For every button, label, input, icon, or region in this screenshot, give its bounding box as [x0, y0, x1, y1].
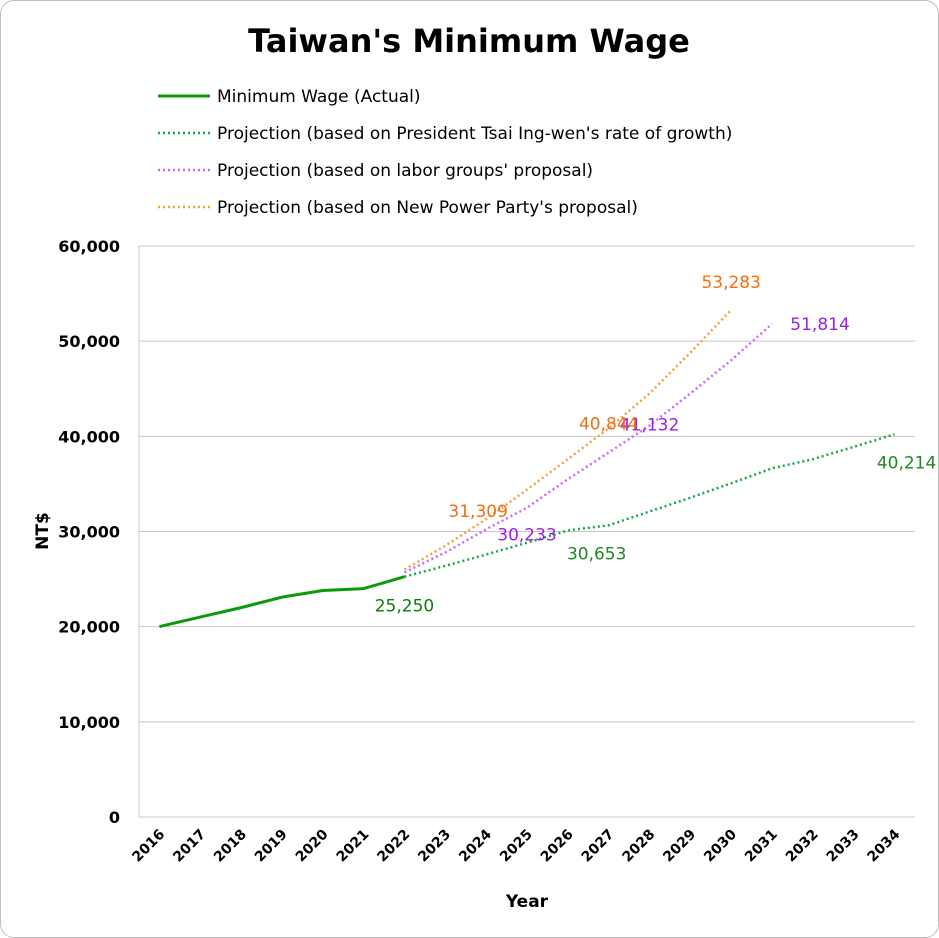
y-tick-label: 60,000	[58, 237, 120, 256]
legend-entry: Minimum Wage (Actual)	[217, 87, 421, 107]
data-label: 25,250	[375, 597, 434, 617]
x-axis-ticks: 2016 2017 2018 2019 2020 2021 2022 2023 2024 2025…	[129, 826, 903, 865]
series-line	[159, 575, 405, 629]
series-line	[403, 309, 733, 571]
x-tick-label: 2034	[865, 826, 904, 865]
x-tick-label: 2016	[129, 827, 168, 866]
x-tick-label: 2017	[170, 827, 209, 866]
x-tick-label: 2022	[374, 827, 413, 866]
y-tick-label: 50,000	[58, 332, 120, 351]
series-lines	[159, 309, 895, 629]
data-label: 51,814	[790, 315, 849, 335]
y-tick-label: 10,000	[58, 713, 120, 732]
legend-entry: Projection (based on New Power Party's p…	[217, 198, 638, 218]
data-label: 40,844	[579, 414, 638, 434]
x-tick-label: 2018	[211, 827, 250, 866]
x-tick-label: 2021	[334, 827, 373, 866]
x-tick-label: 2026	[538, 827, 577, 866]
y-tick-label: 20,000	[58, 618, 120, 637]
x-tick-label: 2033	[824, 827, 863, 866]
data-label: 41,132	[620, 416, 679, 436]
legend-entry: Projection (based on labor groups' propo…	[217, 161, 593, 181]
data-label: 30,653	[567, 544, 626, 564]
y-axis-ticks: 0 10,000 20,000 30,000 40,000 50,000 60,000	[58, 237, 120, 827]
data-label: 30,233	[497, 525, 556, 545]
y-axis-title: NT$	[33, 512, 53, 550]
y-tick-label: 40,000	[58, 427, 120, 446]
x-tick-label: 2020	[293, 826, 332, 865]
x-tick-label: 2024	[456, 826, 495, 865]
data-label: 31,309	[448, 502, 507, 522]
x-tick-label: 2023	[415, 827, 454, 866]
legend: Minimum Wage (Actual) Projection (based o…	[158, 87, 732, 218]
series-line	[404, 433, 895, 578]
data-label: 40,214	[877, 453, 936, 473]
x-tick-label: 2029	[660, 827, 699, 866]
legend-entry: Projection (based on President Tsai Ing-…	[217, 124, 732, 144]
x-axis-title: Year	[505, 892, 549, 912]
x-tick-label: 2030	[701, 826, 740, 865]
x-tick-label: 2028	[619, 827, 658, 866]
x-tick-label: 2027	[579, 827, 618, 866]
data-label: 53,283	[701, 273, 760, 293]
chart-title: Taiwan's Minimum Wage	[248, 22, 690, 60]
y-tick-label: 0	[109, 808, 120, 827]
x-tick-label: 2019	[252, 827, 291, 866]
y-tick-label: 30,000	[58, 523, 120, 542]
gridlines	[138, 245, 915, 818]
data-labels: 25,250 30,653 40,214 30,233 41,132 51,814 31,3…	[375, 273, 937, 617]
x-tick-label: 2032	[783, 827, 822, 866]
x-tick-label: 2025	[497, 827, 536, 866]
x-tick-label: 2031	[742, 827, 781, 866]
